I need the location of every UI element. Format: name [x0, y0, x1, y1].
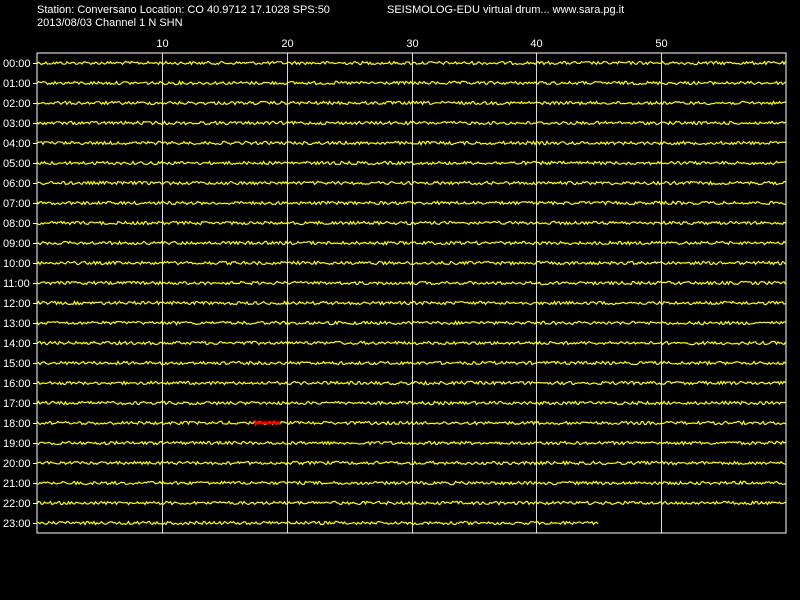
- trace-1400: [36, 340, 787, 346]
- trace-0500: [36, 160, 786, 166]
- date-channel-info: 2013/08/03 Channel 1 N SHN: [37, 17, 183, 29]
- minute-tick-label-10: 10: [156, 38, 168, 50]
- trace-0800: [36, 220, 786, 226]
- hour-label-0600: 06:00: [3, 178, 31, 190]
- trace-0200: [36, 100, 786, 106]
- hour-label-1300: 13:00: [3, 318, 31, 330]
- hour-label-0700: 07:00: [3, 198, 31, 210]
- hour-label-1400: 14:00: [3, 338, 31, 350]
- trace-0700: [36, 200, 786, 206]
- trace-0400: [36, 140, 786, 146]
- trace-2300: [36, 520, 599, 526]
- hour-label-1600: 16:00: [3, 378, 31, 390]
- trace-0900: [36, 240, 786, 246]
- hour-label-0300: 03:00: [3, 118, 31, 130]
- trace-1600: [36, 380, 786, 386]
- hour-label-1200: 12:00: [3, 298, 31, 310]
- hour-label-1100: 11:00: [3, 278, 30, 290]
- hour-label-0000: 00:00: [3, 58, 31, 70]
- trace-1900: [36, 440, 786, 446]
- hour-label-1500: 15:00: [3, 358, 31, 370]
- hour-label-0800: 08:00: [3, 218, 31, 230]
- hour-label-2300: 23:00: [3, 518, 31, 530]
- trace-0300: [36, 120, 786, 126]
- hour-label-0100: 01:00: [3, 78, 31, 90]
- hour-label-2100: 21:00: [3, 478, 31, 490]
- hour-label-1900: 19:00: [3, 438, 31, 450]
- hour-label-1700: 17:00: [3, 398, 31, 410]
- hour-label-0200: 02:00: [3, 98, 31, 110]
- trace-2200: [36, 500, 786, 506]
- trace-1200: [36, 300, 786, 306]
- minute-tick-label-40: 40: [530, 38, 542, 50]
- hour-label-1800: 18:00: [3, 418, 31, 430]
- trace-0000: [36, 60, 787, 66]
- hour-label-0900: 09:00: [3, 238, 31, 250]
- trace-1000: [36, 260, 786, 266]
- hour-label-2000: 20:00: [3, 458, 31, 470]
- trace-1100: [36, 280, 787, 286]
- trace-2100: [36, 480, 786, 486]
- trace-0100: [36, 80, 786, 86]
- station-info: Station: Conversano Location: CO 40.9712…: [37, 4, 330, 16]
- minute-tick-label-20: 20: [281, 38, 293, 50]
- trace-2000: [36, 460, 786, 467]
- trace-0600: [36, 180, 786, 186]
- hour-label-1000: 10:00: [3, 258, 31, 270]
- plot-frame: [36, 52, 787, 534]
- hour-label-0400: 04:00: [3, 138, 31, 150]
- trace-1700: [36, 400, 786, 406]
- minute-tick-label-30: 30: [406, 38, 418, 50]
- minute-tick-label-50: 50: [655, 38, 667, 50]
- hour-label-0500: 05:00: [3, 158, 31, 170]
- hour-label-2200: 22:00: [3, 498, 31, 510]
- trace-1300: [36, 320, 786, 326]
- trace-1500: [36, 360, 786, 366]
- banner-title: SEISMOLOG-EDU virtual drum... www.sara.p…: [387, 4, 625, 16]
- trace-1800: [36, 420, 786, 426]
